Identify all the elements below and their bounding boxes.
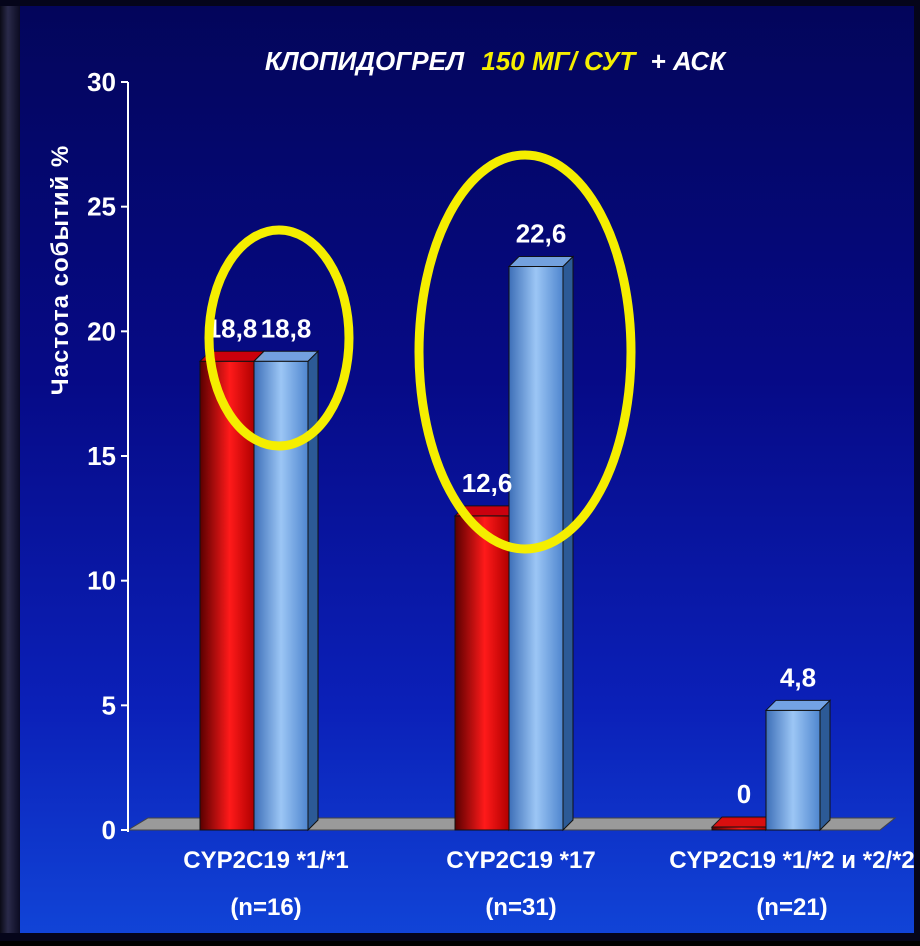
chart-title-suffix: + АСК [651,46,728,76]
highlight-ellipse [414,150,636,554]
bar-value-label: 22,6 [516,219,567,249]
slide-frame-right [914,0,920,941]
bar-top [252,350,320,362]
bar-value-label: 0 [737,779,751,809]
y-tick-label: 5 [102,690,116,720]
bar-value-label: 12,6 [462,468,513,498]
bar-top [507,256,575,268]
bar-front [199,360,255,831]
chart-title-main: КЛОПИДОГРЕЛ [265,46,465,76]
x-category-label: CYP2C19 *1/*1 [183,847,348,874]
chart-title-dose: 150 МГ/ СУТ [481,46,637,76]
bars [198,255,832,832]
bar-series1-cat0 [252,350,320,832]
bar-front [253,360,309,831]
highlight-ellipse [204,225,354,451]
bar-value-labels: 18,8 18,8 12,6 22,6 0 4,8 [207,219,816,809]
highlight-ellipses [204,150,636,554]
y-tick-label: 30 [87,67,116,97]
y-tick-label: 15 [87,441,116,471]
bar-side [562,255,574,832]
x-category-sublabel: (n=16) [230,894,301,921]
bar-series1-cat2 [764,699,832,832]
y-tick-label: 20 [87,316,116,346]
bar-value-label: 18,8 [261,313,312,343]
y-axis: 0 5 10 15 20 25 30 [87,67,129,845]
x-category-label: CYP2C19 *1/*2 и *2/*2 [669,847,915,874]
chart-title: КЛОПИДОГРЕЛ 150 МГ/ СУТ + АСК [265,46,727,76]
slide-frame-top [0,0,920,6]
bar-value-label: 18,8 [207,313,258,343]
bar-front [454,515,510,831]
x-category-sublabel: (n=21) [756,894,827,921]
y-tick-label: 0 [102,815,116,845]
y-tick-label: 25 [87,192,116,222]
x-category-label: CYP2C19 *17 [446,847,595,874]
y-tick-label: 10 [87,566,116,596]
bar-value-label: 4,8 [780,662,816,692]
bar-top [764,699,832,711]
bar-side [819,699,831,832]
x-category-sublabel: (n=31) [485,894,556,921]
slide-frame-bottom [0,933,920,941]
y-axis-label: Частота событий % [47,145,74,395]
slide-frame-left [0,0,20,941]
x-axis-labels: CYP2C19 *1/*1 (n=16) CYP2C19 *17 (n=31) CYP2… [183,847,915,921]
bar-front [765,709,821,831]
